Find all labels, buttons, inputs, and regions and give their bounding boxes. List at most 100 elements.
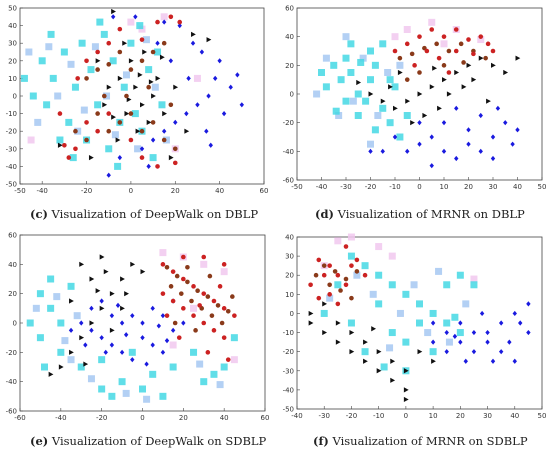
point-cyan bbox=[379, 40, 387, 48]
point-cyan bbox=[49, 74, 57, 82]
point-black bbox=[410, 120, 415, 126]
point-cyan bbox=[429, 309, 437, 317]
point-cyan bbox=[443, 281, 451, 289]
point-black bbox=[471, 77, 477, 83]
point-cyan bbox=[41, 363, 48, 371]
point-cyan bbox=[149, 154, 157, 162]
point-black bbox=[442, 77, 447, 83]
point-red bbox=[176, 335, 182, 340]
point-red bbox=[412, 63, 417, 68]
point-black bbox=[120, 276, 125, 282]
point-black bbox=[48, 371, 54, 377]
point-lightblue bbox=[313, 90, 321, 98]
point-red bbox=[139, 37, 145, 42]
point-red bbox=[453, 27, 459, 32]
x-tick-label: 10 bbox=[429, 412, 438, 420]
point-brown bbox=[73, 128, 78, 134]
point-black bbox=[111, 8, 116, 15]
point-red bbox=[417, 34, 422, 39]
point-blue bbox=[181, 320, 186, 326]
point-brown bbox=[458, 41, 464, 47]
y-tick-label: -20 bbox=[283, 348, 294, 356]
x-tick-label: 20 bbox=[171, 187, 180, 195]
point-black bbox=[117, 75, 123, 81]
point-black bbox=[115, 137, 121, 143]
y-tick-label: 30 bbox=[8, 40, 17, 48]
point-black bbox=[58, 364, 64, 370]
point-black bbox=[111, 114, 116, 120]
point-blue bbox=[79, 320, 84, 326]
point-blue bbox=[130, 313, 135, 319]
point-cyan bbox=[396, 133, 404, 141]
point-brown bbox=[321, 263, 327, 268]
point-lightblue bbox=[367, 140, 374, 148]
point-cyan bbox=[230, 334, 238, 342]
point-lightblue bbox=[335, 112, 343, 119]
point-red bbox=[478, 34, 484, 39]
point-cyan bbox=[330, 61, 338, 69]
y-tick-label: -40 bbox=[6, 163, 17, 171]
point-cyan bbox=[158, 101, 166, 109]
point-cyan bbox=[402, 338, 410, 346]
x-tick-label: -20 bbox=[346, 412, 357, 420]
point-lightblue bbox=[67, 60, 75, 68]
point-black bbox=[403, 368, 409, 374]
point-black bbox=[491, 62, 496, 68]
point-red bbox=[62, 142, 67, 148]
point-pink bbox=[440, 40, 448, 48]
point-black bbox=[79, 335, 85, 341]
point-blue bbox=[139, 146, 145, 152]
point-cyan bbox=[443, 319, 451, 327]
point-cyan bbox=[65, 118, 73, 126]
x-tick-label: 50 bbox=[538, 183, 547, 191]
point-red bbox=[57, 111, 63, 116]
point-brown bbox=[483, 55, 488, 61]
x-tick-label: 40 bbox=[513, 183, 522, 191]
point-blue bbox=[228, 84, 233, 90]
point-red bbox=[172, 160, 178, 166]
y-tick-label: -10 bbox=[283, 329, 294, 337]
point-red bbox=[95, 128, 100, 134]
point-blue bbox=[150, 305, 155, 311]
point-black bbox=[397, 69, 403, 76]
point-red bbox=[164, 313, 170, 318]
point-blue bbox=[515, 127, 520, 133]
point-red bbox=[225, 357, 231, 362]
point-lightblue bbox=[134, 145, 142, 153]
point-lightblue bbox=[369, 290, 377, 298]
point-cyan bbox=[210, 370, 218, 378]
point-red bbox=[217, 284, 223, 289]
point-brown bbox=[230, 294, 235, 299]
y-tick-label: 60 bbox=[8, 232, 17, 240]
point-blue bbox=[368, 148, 373, 154]
point-cyan bbox=[342, 54, 350, 62]
point-cyan bbox=[47, 304, 55, 312]
scatter-plot-f: -40 -30 -20 -10 0 10 20 30 40 50-50-40-30-20-1001… bbox=[283, 233, 546, 420]
point-cyan bbox=[154, 48, 162, 56]
point-pink bbox=[190, 304, 198, 312]
point-red bbox=[316, 295, 322, 301]
point-blue bbox=[452, 333, 458, 339]
point-red bbox=[128, 137, 134, 143]
point-pink bbox=[470, 275, 478, 283]
y-tick-label: 20 bbox=[8, 57, 17, 65]
point-blue bbox=[490, 358, 496, 364]
point-cyan bbox=[26, 319, 34, 327]
point-pink bbox=[230, 356, 238, 364]
point-black bbox=[146, 119, 152, 125]
point-blue bbox=[430, 339, 436, 345]
point-red bbox=[392, 48, 398, 54]
point-cyan bbox=[145, 66, 153, 74]
point-cyan bbox=[367, 76, 374, 84]
point-lightblue bbox=[122, 389, 130, 397]
point-red bbox=[490, 48, 496, 54]
y-tick-label: 30 bbox=[285, 253, 294, 261]
point-lightblue bbox=[67, 356, 75, 364]
point-brown bbox=[207, 273, 213, 279]
point-red bbox=[471, 51, 476, 57]
point-cyan bbox=[60, 48, 68, 56]
point-black bbox=[478, 55, 484, 61]
point-black bbox=[206, 37, 212, 43]
point-black bbox=[142, 49, 148, 55]
point-blue bbox=[217, 58, 222, 64]
